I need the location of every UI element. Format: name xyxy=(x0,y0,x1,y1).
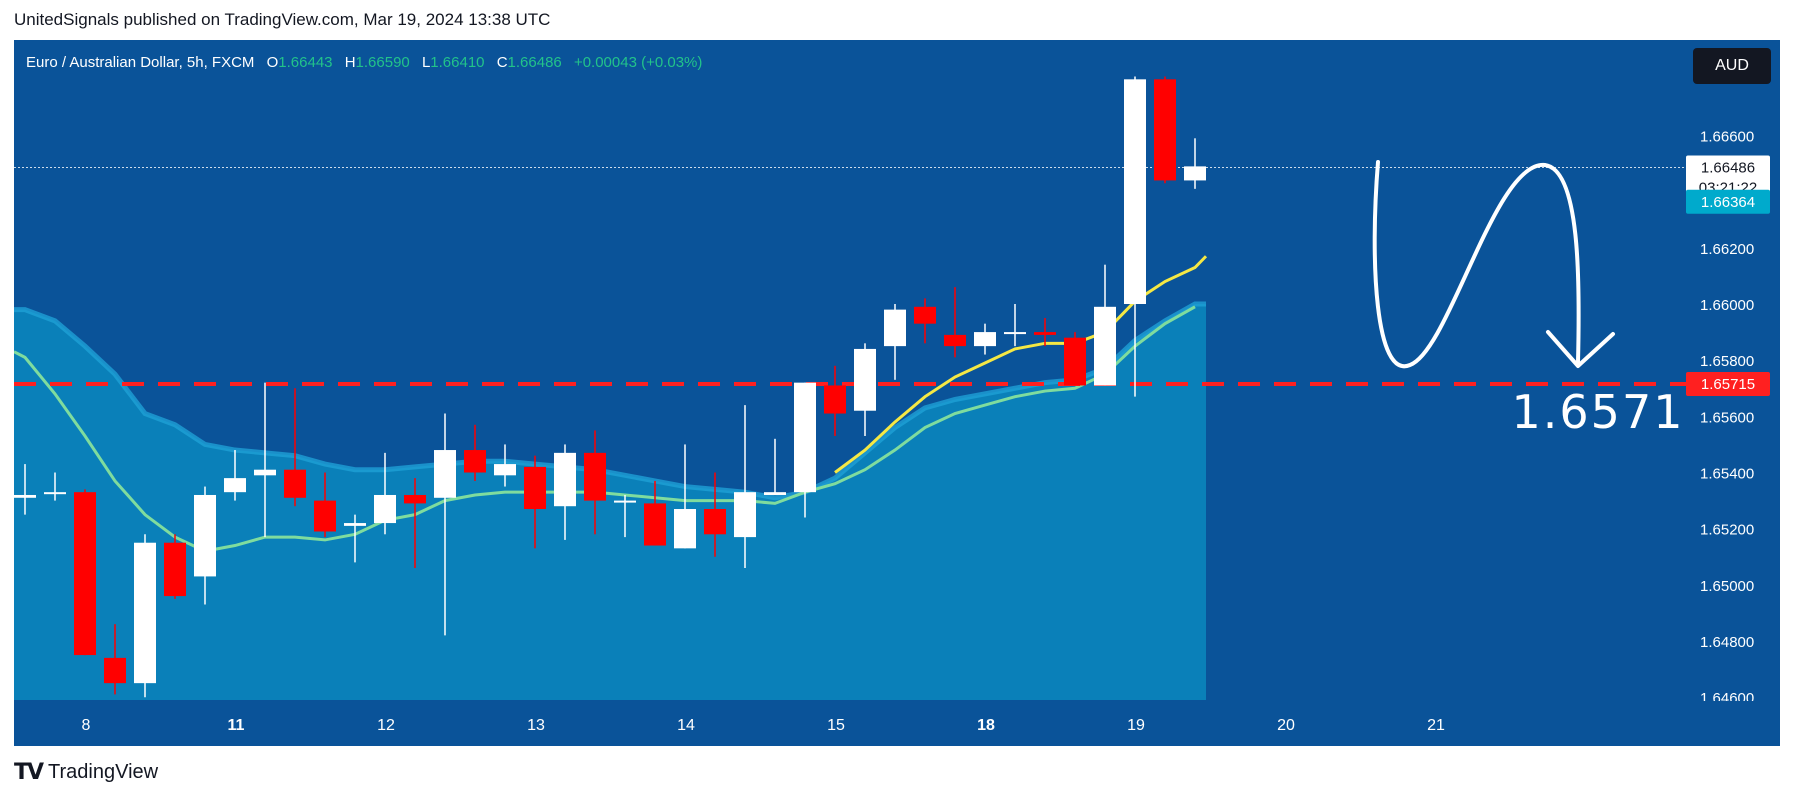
candle-body xyxy=(284,469,306,498)
candle-body xyxy=(644,503,666,546)
time-tick-label: 13 xyxy=(527,717,545,734)
open-value: 1.66443 xyxy=(278,54,333,71)
time-tick-label: 8 xyxy=(82,717,91,734)
candle-body xyxy=(404,494,426,504)
low-value: 1.66410 xyxy=(430,54,485,71)
candle-body xyxy=(944,334,966,347)
candle-body xyxy=(1154,79,1176,181)
candle-body xyxy=(884,309,906,347)
candle-body xyxy=(614,500,636,503)
projection-arrowhead-icon xyxy=(1546,330,1615,368)
candle-body xyxy=(974,332,996,347)
area-upper-line xyxy=(14,301,1206,501)
price-tick-label: 1.66600 xyxy=(1700,128,1754,145)
candle-body xyxy=(914,306,936,324)
candle-body xyxy=(344,523,366,526)
candle-body xyxy=(224,478,246,493)
close-value: 1.66486 xyxy=(507,54,562,71)
open-label: O xyxy=(266,54,279,71)
time-axis[interactable] xyxy=(14,701,1780,746)
candle-body xyxy=(1124,79,1146,304)
area-fill xyxy=(14,304,1206,700)
candle-body xyxy=(494,464,516,476)
time-tick-label: 11 xyxy=(228,717,245,734)
time-tick-label: 21 xyxy=(1427,717,1445,734)
candle-body xyxy=(1004,332,1026,335)
low-label: L xyxy=(421,54,431,71)
candle-body xyxy=(854,348,876,411)
tradingview-logo[interactable]: TV TradingView xyxy=(14,760,158,785)
high-label: H xyxy=(344,54,356,71)
time-tick-label: 14 xyxy=(677,717,695,734)
currency-button[interactable]: AUD xyxy=(1693,48,1771,84)
high-value: 1.66590 xyxy=(355,54,410,71)
candle-body xyxy=(584,452,606,501)
candle-body xyxy=(314,500,336,532)
publish-caption: UnitedSignals published on TradingView.c… xyxy=(14,10,551,29)
candle-body xyxy=(1034,332,1056,335)
candle-body xyxy=(704,509,726,535)
last-price-tag xyxy=(1686,155,1770,200)
candle-body xyxy=(464,450,486,473)
ma-price-tag-text: 1.66364 xyxy=(1701,194,1755,211)
symbol-description[interactable]: Euro / Australian Dollar, 5h, FXCM xyxy=(26,54,255,71)
candle-body xyxy=(104,657,126,684)
candle-body xyxy=(554,452,576,507)
plot-area[interactable]: 1.6571 xyxy=(14,76,1690,700)
candle-body xyxy=(14,494,36,498)
change-value: +0.00043 (+0.03%) xyxy=(573,54,703,71)
time-tick-label: 12 xyxy=(377,717,395,734)
candle-body xyxy=(434,450,456,498)
target-level-label: 1.6571 xyxy=(1512,385,1685,439)
candle-body xyxy=(1094,306,1116,386)
brand-name: TradingView xyxy=(48,761,159,783)
candle-body xyxy=(1064,337,1086,386)
candle-body xyxy=(794,382,816,493)
time-tick-label: 15 xyxy=(827,717,845,734)
time-tick-label: 20 xyxy=(1277,717,1295,734)
ma-price-tag xyxy=(1686,189,1770,214)
projection-path xyxy=(1372,160,1581,369)
level-price-tag-text: 1.65715 xyxy=(1701,376,1755,393)
tradingview-logo-icon: TV xyxy=(14,760,44,785)
candle-body xyxy=(134,542,156,684)
candle-body xyxy=(824,385,846,414)
candle-body xyxy=(764,492,786,495)
time-tick-label: 18 xyxy=(977,717,995,734)
close-label: C xyxy=(496,54,508,71)
candle-body xyxy=(1184,166,1206,181)
time-tick-label: 19 xyxy=(1127,717,1145,734)
candle-body xyxy=(254,469,276,476)
candle-body xyxy=(194,494,216,577)
price-tick-label: 1.64800 xyxy=(1700,634,1754,651)
candle-body xyxy=(74,492,96,656)
price-tick-label: 1.66200 xyxy=(1700,241,1754,258)
ohlc-legend: Euro / Australian Dollar, 5h, FXCM O1.66… xyxy=(26,54,702,71)
price-tick-label: 1.65200 xyxy=(1700,522,1754,539)
candle-body xyxy=(44,492,66,495)
candle-body xyxy=(734,492,756,538)
fast-ma-line xyxy=(834,255,1208,474)
candle-body xyxy=(164,542,186,597)
price-tick-label: 1.65800 xyxy=(1700,353,1754,370)
price-tick-label: 1.65400 xyxy=(1700,466,1754,483)
candle-body xyxy=(524,466,546,510)
publish-header: UnitedSignals published on TradingView.c… xyxy=(14,10,550,30)
price-tick-label: 1.65000 xyxy=(1700,578,1754,595)
level-price-tag xyxy=(1686,372,1770,397)
candle-body xyxy=(374,494,396,524)
price-tick-label: 1.65600 xyxy=(1700,409,1754,426)
candle-body xyxy=(674,509,696,549)
price-tick-label: 1.66000 xyxy=(1700,297,1754,314)
last-price-tag-text: 1.66486 xyxy=(1701,160,1755,177)
